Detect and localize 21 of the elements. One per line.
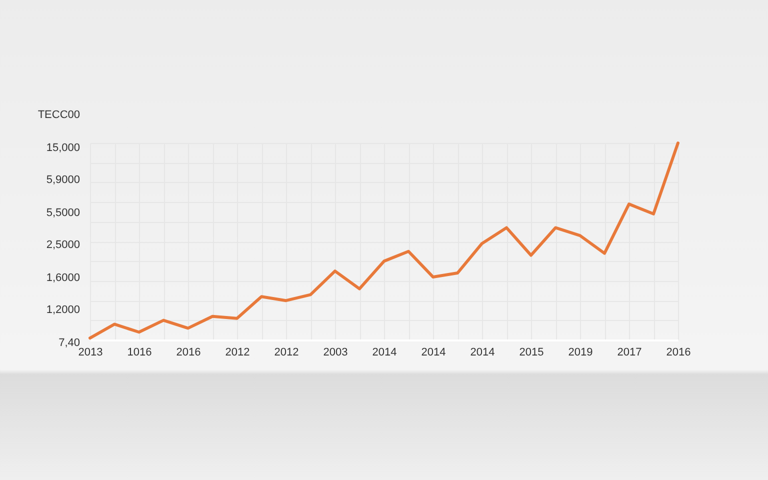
text: 1,6000: [46, 272, 80, 284]
text: 5,5000: [46, 206, 80, 219]
x-tick-label: 2015: [519, 346, 544, 358]
text: 15,000: [46, 142, 80, 154]
x-tick-label: 2014: [470, 346, 495, 358]
x-tick-label: 2019: [568, 346, 593, 358]
text: 1,2000: [46, 304, 80, 316]
text: 2,5000: [46, 239, 80, 252]
x-tick-label: 2003: [323, 346, 348, 358]
text: TECC00: [38, 109, 80, 121]
x-tick-label: 2016: [176, 346, 201, 358]
x-tick-label: 2012: [274, 346, 299, 358]
x-tick-label: 2013: [78, 346, 103, 358]
x-tick-label: 1016: [127, 346, 152, 358]
x-tick-label: 2012: [225, 346, 250, 358]
text: 7,40: [58, 336, 80, 349]
text: 5,9000: [46, 174, 80, 186]
x-tick-label: 2016: [666, 346, 691, 358]
x-tick-label: 2014: [372, 346, 397, 358]
x-tick-label: 2014: [421, 346, 446, 358]
x-tick-label: 2017: [617, 346, 642, 358]
